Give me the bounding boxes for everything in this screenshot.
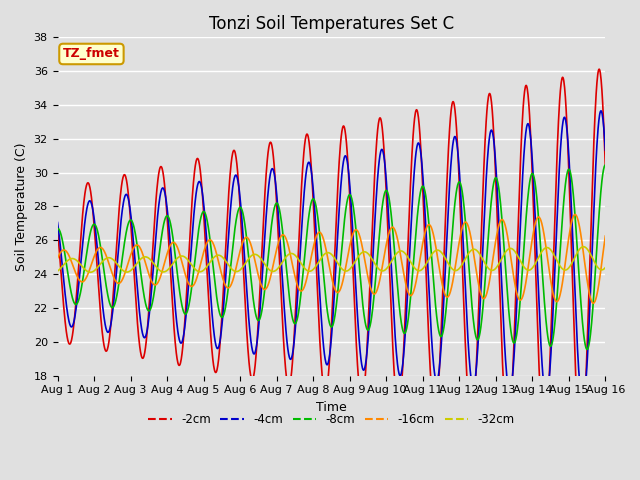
Text: TZ_fmet: TZ_fmet [63,48,120,60]
X-axis label: Time: Time [316,401,347,414]
Title: Tonzi Soil Temperatures Set C: Tonzi Soil Temperatures Set C [209,15,454,33]
Y-axis label: Soil Temperature (C): Soil Temperature (C) [15,142,28,271]
Legend: -2cm, -4cm, -8cm, -16cm, -32cm: -2cm, -4cm, -8cm, -16cm, -32cm [143,408,520,431]
